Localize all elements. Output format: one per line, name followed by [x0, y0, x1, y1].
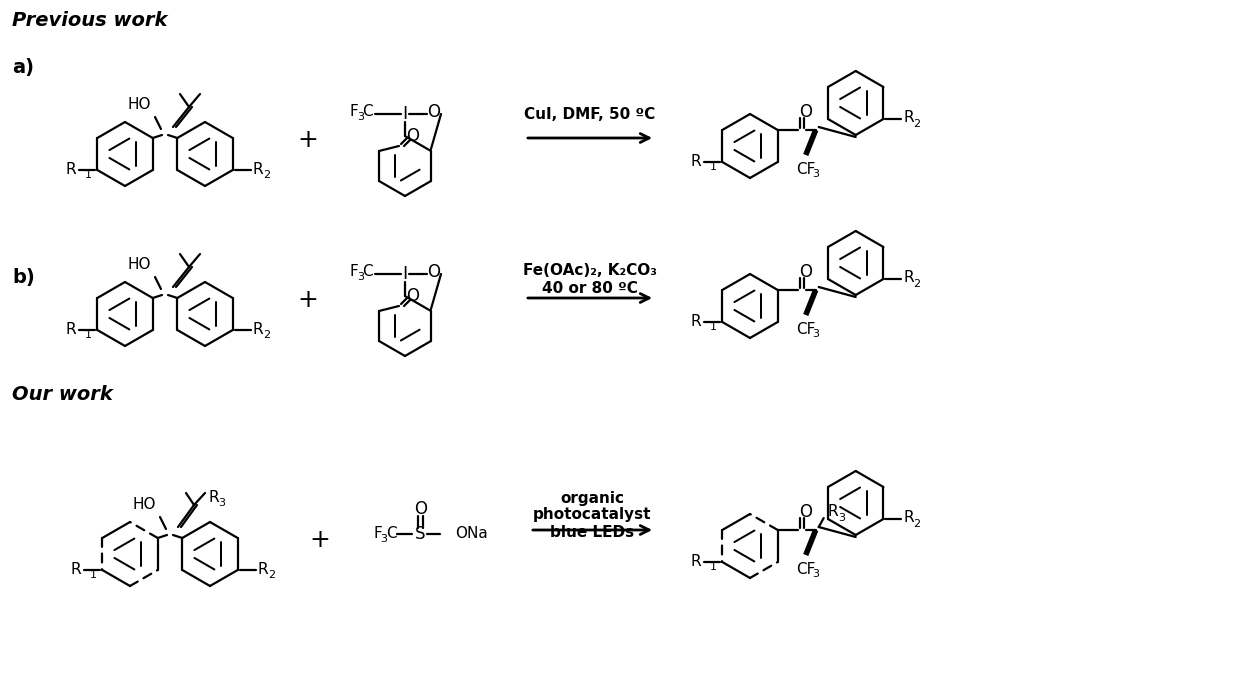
Text: R: R — [71, 562, 82, 577]
Text: R: R — [904, 510, 914, 525]
Text: R: R — [904, 110, 914, 126]
Text: C: C — [386, 527, 397, 541]
Text: O: O — [414, 500, 428, 518]
Text: R: R — [253, 322, 263, 337]
Text: Our work: Our work — [12, 385, 113, 404]
Text: 1: 1 — [91, 570, 97, 580]
Text: 3: 3 — [838, 513, 844, 523]
Text: O: O — [428, 103, 440, 121]
Text: +: + — [298, 288, 319, 312]
Text: C: C — [362, 264, 372, 279]
Text: 3: 3 — [357, 112, 365, 122]
Text: 3: 3 — [812, 169, 820, 179]
Text: HO: HO — [133, 497, 156, 512]
Text: 1: 1 — [86, 170, 92, 180]
Text: photocatalyst: photocatalyst — [533, 507, 651, 522]
Text: O: O — [407, 127, 419, 145]
Text: CF: CF — [796, 322, 816, 337]
Text: HO: HO — [128, 97, 151, 112]
Text: +: + — [310, 528, 330, 552]
Text: O: O — [800, 263, 812, 281]
Text: F: F — [350, 105, 358, 120]
Text: Fe(OAc)₂, K₂CO₃: Fe(OAc)₂, K₂CO₃ — [523, 263, 657, 278]
Text: 2: 2 — [268, 570, 275, 580]
Text: 1: 1 — [711, 562, 717, 572]
Text: R: R — [66, 322, 77, 337]
Text: R: R — [208, 489, 218, 504]
Text: b): b) — [12, 268, 35, 287]
Text: R: R — [691, 314, 702, 329]
Text: S: S — [414, 525, 425, 543]
Text: HO: HO — [128, 257, 151, 272]
Text: F: F — [373, 527, 382, 541]
Text: 2: 2 — [914, 519, 920, 529]
Text: I: I — [402, 105, 408, 123]
Text: C: C — [362, 105, 372, 120]
Text: CF: CF — [796, 562, 816, 577]
Text: R: R — [828, 504, 838, 519]
Text: CF: CF — [796, 162, 816, 176]
Text: a): a) — [12, 59, 33, 78]
Text: 3: 3 — [381, 534, 387, 544]
Text: I: I — [402, 265, 408, 283]
Text: Previous work: Previous work — [12, 11, 167, 30]
Text: R: R — [66, 162, 77, 176]
Text: 3: 3 — [218, 498, 224, 508]
Text: 2: 2 — [263, 330, 270, 340]
Text: O: O — [800, 103, 812, 121]
Text: R: R — [253, 162, 263, 176]
Text: 1: 1 — [711, 322, 717, 332]
Text: ONa: ONa — [455, 527, 487, 541]
Text: R: R — [691, 554, 702, 569]
Text: blue LEDs: blue LEDs — [549, 525, 634, 540]
Text: O: O — [800, 503, 812, 521]
Text: 2: 2 — [263, 170, 270, 180]
Text: +: + — [298, 128, 319, 152]
Text: 1: 1 — [86, 330, 92, 340]
Text: 40 or 80 ºC: 40 or 80 ºC — [542, 281, 637, 296]
Text: CuI, DMF, 50 ºC: CuI, DMF, 50 ºC — [525, 107, 656, 122]
Text: R: R — [904, 270, 914, 285]
Text: O: O — [428, 263, 440, 281]
Text: 3: 3 — [812, 329, 820, 339]
Text: organic: organic — [560, 491, 624, 506]
Text: R: R — [258, 562, 268, 577]
Text: 1: 1 — [711, 162, 717, 172]
Text: 3: 3 — [357, 272, 365, 282]
Text: 2: 2 — [914, 279, 920, 289]
Text: 3: 3 — [812, 569, 820, 579]
Text: 2: 2 — [914, 119, 920, 129]
Text: F: F — [350, 264, 358, 279]
Text: R: R — [691, 153, 702, 168]
Text: O: O — [407, 287, 419, 305]
